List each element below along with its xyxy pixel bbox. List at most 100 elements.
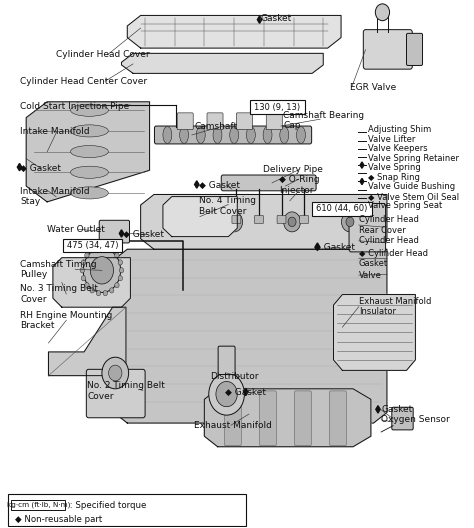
- Circle shape: [90, 288, 94, 293]
- Text: RH Engine Mounting
Bracket: RH Engine Mounting Bracket: [20, 310, 113, 330]
- Text: Intake Manifold: Intake Manifold: [20, 127, 90, 136]
- Circle shape: [80, 268, 84, 273]
- Circle shape: [90, 248, 94, 253]
- Ellipse shape: [213, 127, 222, 144]
- Circle shape: [283, 212, 301, 232]
- Circle shape: [209, 373, 245, 415]
- Text: Valve Spring: Valve Spring: [368, 163, 420, 172]
- Ellipse shape: [196, 127, 205, 144]
- FancyBboxPatch shape: [255, 215, 264, 223]
- Text: ◆ Gasket: ◆ Gasket: [123, 230, 164, 239]
- Polygon shape: [315, 243, 319, 250]
- Circle shape: [103, 245, 108, 250]
- Text: Valve Lifter: Valve Lifter: [368, 135, 415, 144]
- Text: Exhaust Manifold
Insulator: Exhaust Manifold Insulator: [359, 297, 431, 316]
- Circle shape: [230, 217, 238, 227]
- FancyBboxPatch shape: [207, 113, 223, 130]
- FancyBboxPatch shape: [407, 33, 422, 65]
- Text: ◆ Cylinder Head
Gasket: ◆ Cylinder Head Gasket: [359, 249, 428, 268]
- Text: Adjusting Shim: Adjusting Shim: [368, 125, 431, 134]
- Circle shape: [85, 282, 89, 288]
- Text: Camshaft Timing
Pulley: Camshaft Timing Pulley: [20, 260, 97, 279]
- Text: kg·cm (ft·lb, N·m): kg·cm (ft·lb, N·m): [7, 502, 70, 508]
- Circle shape: [216, 381, 237, 407]
- Polygon shape: [334, 295, 415, 370]
- Text: Gasket: Gasket: [381, 406, 412, 414]
- Text: ◆ Valve Stem Oil Seal: ◆ Valve Stem Oil Seal: [368, 192, 459, 201]
- Circle shape: [226, 212, 243, 232]
- Ellipse shape: [246, 127, 255, 144]
- Text: Valve Guide Bushing: Valve Guide Bushing: [368, 182, 455, 191]
- Circle shape: [96, 245, 101, 250]
- Ellipse shape: [280, 127, 289, 144]
- Polygon shape: [360, 162, 364, 168]
- Text: ◆ Gasket: ◆ Gasket: [20, 164, 62, 173]
- FancyBboxPatch shape: [11, 500, 65, 511]
- Text: Valve Spring Seat: Valve Spring Seat: [368, 201, 442, 210]
- Text: 130 (9, 13): 130 (9, 13): [254, 102, 301, 111]
- FancyBboxPatch shape: [277, 215, 286, 223]
- Circle shape: [346, 217, 354, 227]
- Circle shape: [119, 268, 124, 273]
- Text: ◆ O-Ring: ◆ O-Ring: [279, 175, 319, 184]
- FancyBboxPatch shape: [232, 215, 241, 223]
- FancyBboxPatch shape: [363, 30, 412, 69]
- Text: Injector: Injector: [279, 186, 313, 195]
- Circle shape: [103, 290, 108, 296]
- Text: Camshaft: Camshaft: [194, 121, 237, 130]
- Circle shape: [109, 288, 114, 293]
- Text: Cylinder Head: Cylinder Head: [359, 237, 419, 246]
- FancyBboxPatch shape: [86, 369, 145, 418]
- Circle shape: [118, 276, 123, 281]
- FancyBboxPatch shape: [224, 391, 241, 446]
- Ellipse shape: [180, 127, 189, 144]
- FancyBboxPatch shape: [312, 202, 372, 215]
- Circle shape: [81, 260, 86, 265]
- FancyBboxPatch shape: [349, 203, 385, 252]
- Polygon shape: [18, 164, 22, 171]
- Circle shape: [288, 217, 296, 227]
- Text: Cylinder Head Center Cover: Cylinder Head Center Cover: [20, 77, 147, 86]
- Ellipse shape: [71, 166, 109, 178]
- Text: ◆ Gasket: ◆ Gasket: [225, 388, 266, 397]
- Polygon shape: [121, 53, 323, 73]
- Text: ◆ Non-reusable part: ◆ Non-reusable part: [15, 515, 102, 524]
- Polygon shape: [244, 388, 248, 395]
- Circle shape: [102, 357, 128, 389]
- FancyBboxPatch shape: [266, 113, 282, 130]
- Text: EGR Valve: EGR Valve: [350, 82, 396, 91]
- FancyBboxPatch shape: [392, 407, 413, 430]
- Ellipse shape: [71, 187, 109, 199]
- Circle shape: [172, 217, 180, 227]
- Ellipse shape: [263, 127, 272, 144]
- Polygon shape: [48, 307, 126, 375]
- Text: ◆ Snap Ring: ◆ Snap Ring: [368, 173, 419, 182]
- Polygon shape: [128, 15, 341, 48]
- Circle shape: [375, 4, 390, 21]
- FancyBboxPatch shape: [329, 391, 346, 446]
- Polygon shape: [204, 389, 371, 447]
- Text: 475 (34, 47): 475 (34, 47): [67, 241, 118, 250]
- Circle shape: [81, 276, 86, 281]
- Text: Gasket: Gasket: [261, 14, 292, 23]
- Text: Exhaust Manifold: Exhaust Manifold: [194, 421, 272, 430]
- Ellipse shape: [297, 127, 305, 144]
- Circle shape: [118, 260, 123, 265]
- Ellipse shape: [230, 127, 238, 144]
- Text: Distributor: Distributor: [210, 372, 258, 381]
- Text: Valve: Valve: [359, 270, 382, 279]
- FancyBboxPatch shape: [9, 494, 246, 526]
- Circle shape: [115, 253, 119, 258]
- Text: : Specified torque: : Specified torque: [67, 501, 146, 510]
- Text: 610 (44, 60): 610 (44, 60): [316, 204, 368, 213]
- FancyBboxPatch shape: [218, 346, 235, 374]
- FancyBboxPatch shape: [99, 220, 129, 243]
- Text: No. 4 Timing
Belt Cover: No. 4 Timing Belt Cover: [199, 196, 255, 216]
- Text: Cylinder Head Cover: Cylinder Head Cover: [56, 51, 150, 60]
- Polygon shape: [257, 16, 262, 23]
- Ellipse shape: [71, 125, 109, 137]
- Circle shape: [91, 257, 113, 284]
- Circle shape: [109, 365, 122, 381]
- Circle shape: [168, 212, 185, 232]
- Text: Cold Start Injection Pipe: Cold Start Injection Pipe: [20, 101, 130, 110]
